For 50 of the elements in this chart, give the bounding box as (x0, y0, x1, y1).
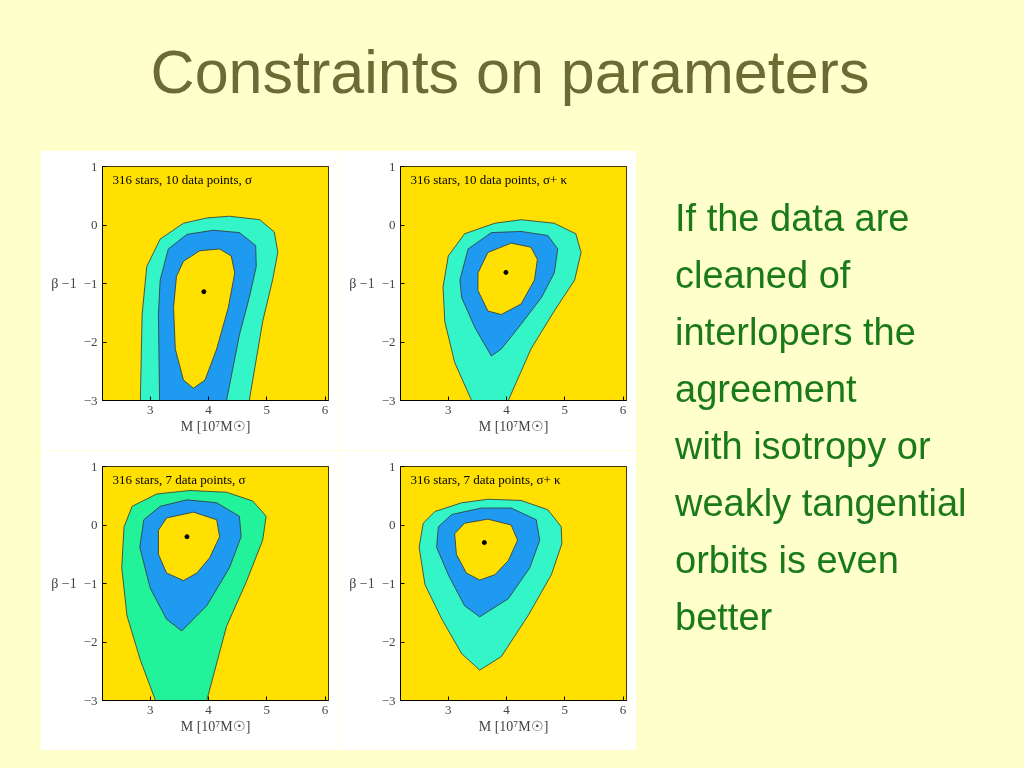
y-axis-title: β −1 (349, 576, 375, 591)
y-tick-label: −1 (381, 275, 396, 291)
y-tick-label: −3 (83, 692, 98, 708)
y-tick-label: 1 (91, 158, 98, 174)
x-tick-label: 3 (445, 401, 452, 417)
x-tick-label: 5 (561, 701, 569, 717)
y-tick-label: 1 (389, 458, 396, 474)
x-tick-label: 5 (561, 401, 569, 417)
chart-title: 316 stars, 7 data points, σ (112, 471, 246, 487)
y-tick-label: 0 (389, 517, 396, 532)
y-tick-label: −1 (381, 575, 396, 591)
y-tick-label: −3 (381, 392, 396, 408)
x-tick-label: 4 (205, 401, 213, 417)
y-tick-label: 1 (91, 458, 98, 474)
y-axis-title: β −1 (349, 276, 375, 291)
x-tick-label: 4 (205, 701, 213, 717)
x-tick-label: 3 (147, 401, 154, 417)
y-axis-title: β −1 (51, 276, 77, 291)
y-tick-label: −1 (83, 275, 98, 291)
chart-title: 316 stars, 10 data points, σ (112, 171, 253, 187)
x-tick-label: 4 (503, 701, 511, 717)
y-tick-label: 0 (91, 217, 98, 232)
x-tick-label: 3 (445, 701, 452, 717)
y-tick-label: −2 (83, 334, 98, 349)
chart-title: 316 stars, 7 data points, σ+ κ (410, 471, 562, 487)
y-tick-label: 1 (389, 158, 396, 174)
x-axis-title: M [10⁷M☉] (180, 718, 251, 734)
text: Constraints on parameters (149, 37, 871, 108)
x-axis-title: M [10⁷M☉] (180, 418, 251, 434)
x-tick-label: 6 (321, 401, 329, 417)
y-tick-label: −2 (381, 334, 396, 349)
y-axis-title: β −1 (51, 576, 77, 591)
x-axis-title: M [10⁷M☉] (478, 718, 549, 734)
x-tick-label: 5 (263, 401, 271, 417)
x-tick-label: 4 (503, 401, 511, 417)
x-tick-label: 6 (619, 401, 627, 417)
y-tick-label: 0 (91, 517, 98, 532)
y-tick-label: −1 (83, 575, 98, 591)
text: with isotropy or weakly tangential orbits is even better (675, 424, 968, 640)
y-tick-label: −3 (83, 392, 98, 408)
x-axis-title: M [10⁷M☉] (478, 418, 549, 434)
y-tick-label: −2 (83, 634, 98, 649)
y-tick-label: 0 (389, 217, 396, 232)
x-tick-label: 5 (263, 701, 271, 717)
x-tick-label: 6 (321, 701, 329, 717)
x-tick-label: 6 (619, 701, 627, 717)
x-tick-label: 3 (147, 701, 154, 717)
y-tick-label: −3 (381, 692, 396, 708)
chart-title: 316 stars, 10 data points, σ+ κ (410, 171, 568, 187)
y-tick-label: −2 (381, 634, 396, 649)
